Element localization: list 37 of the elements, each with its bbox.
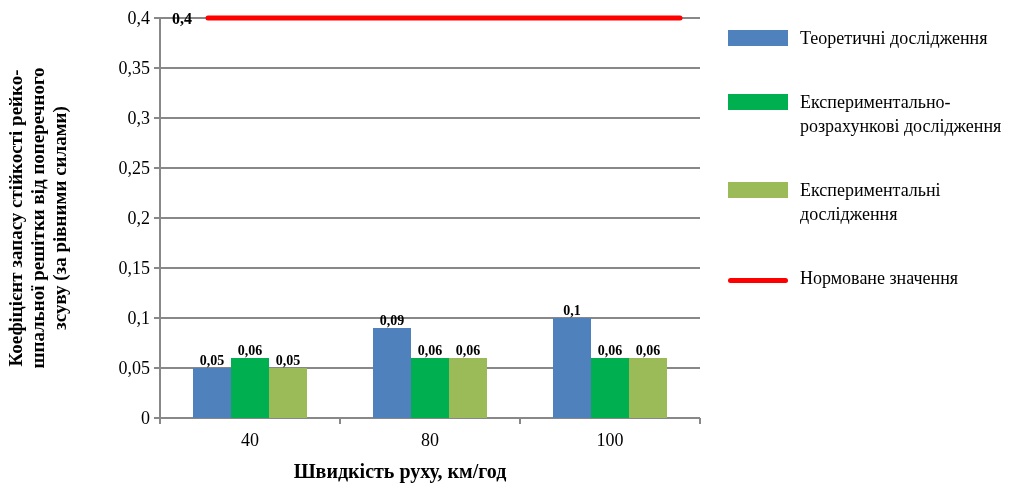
- y-tick-label: 0,2: [127, 208, 150, 228]
- y-tick-label: 0,1: [127, 308, 150, 328]
- x-tick-label: 40: [241, 430, 259, 450]
- data-label: 0,06: [237, 343, 263, 358]
- bar: [553, 318, 591, 418]
- y-tick-label: 0,3: [127, 108, 150, 128]
- bar: [269, 368, 307, 418]
- data-label: 0,06: [635, 343, 661, 358]
- y-axis-title: Коефіцієнт запасу стійкості рейко-шпальної решітки від поперечного зсуву (за рівними силами): [5, 67, 71, 369]
- y-tick-label: 0,25: [118, 158, 150, 178]
- annotation: 0,4: [172, 10, 192, 27]
- bar: [629, 358, 667, 418]
- y-tick-label: 0,35: [118, 58, 150, 78]
- data-label: 0,06: [417, 343, 443, 358]
- legend-label: Теоретичні дослідження: [800, 28, 988, 48]
- data-label: 0,09: [379, 313, 405, 328]
- bar: [231, 358, 269, 418]
- bar: [411, 358, 449, 418]
- bar: [591, 358, 629, 418]
- y-tick-label: 0,05: [118, 358, 150, 378]
- data-label: 0,06: [597, 343, 623, 358]
- x-axis-title: Швидкість руху, км/год: [293, 460, 507, 483]
- x-tick-label: 100: [596, 430, 624, 450]
- legend-label: Нормоване значення: [800, 268, 959, 288]
- x-tick-label: 80: [421, 430, 439, 450]
- bar: [449, 358, 487, 418]
- legend-label: Експериментальні дослідження: [800, 180, 941, 224]
- bar: [193, 368, 231, 418]
- data-label: 0,1: [563, 303, 581, 318]
- data-label: 0,06: [455, 343, 481, 358]
- data-label: 0,05: [199, 353, 225, 368]
- y-tick-label: 0: [141, 408, 150, 428]
- legend-label: Експериментально-розрахункові дослідження: [800, 92, 1002, 136]
- y-tick-label: 0,15: [118, 258, 150, 278]
- data-label: 0,05: [275, 353, 301, 368]
- y-tick-label: 0,4: [127, 8, 150, 28]
- bar: [373, 328, 411, 418]
